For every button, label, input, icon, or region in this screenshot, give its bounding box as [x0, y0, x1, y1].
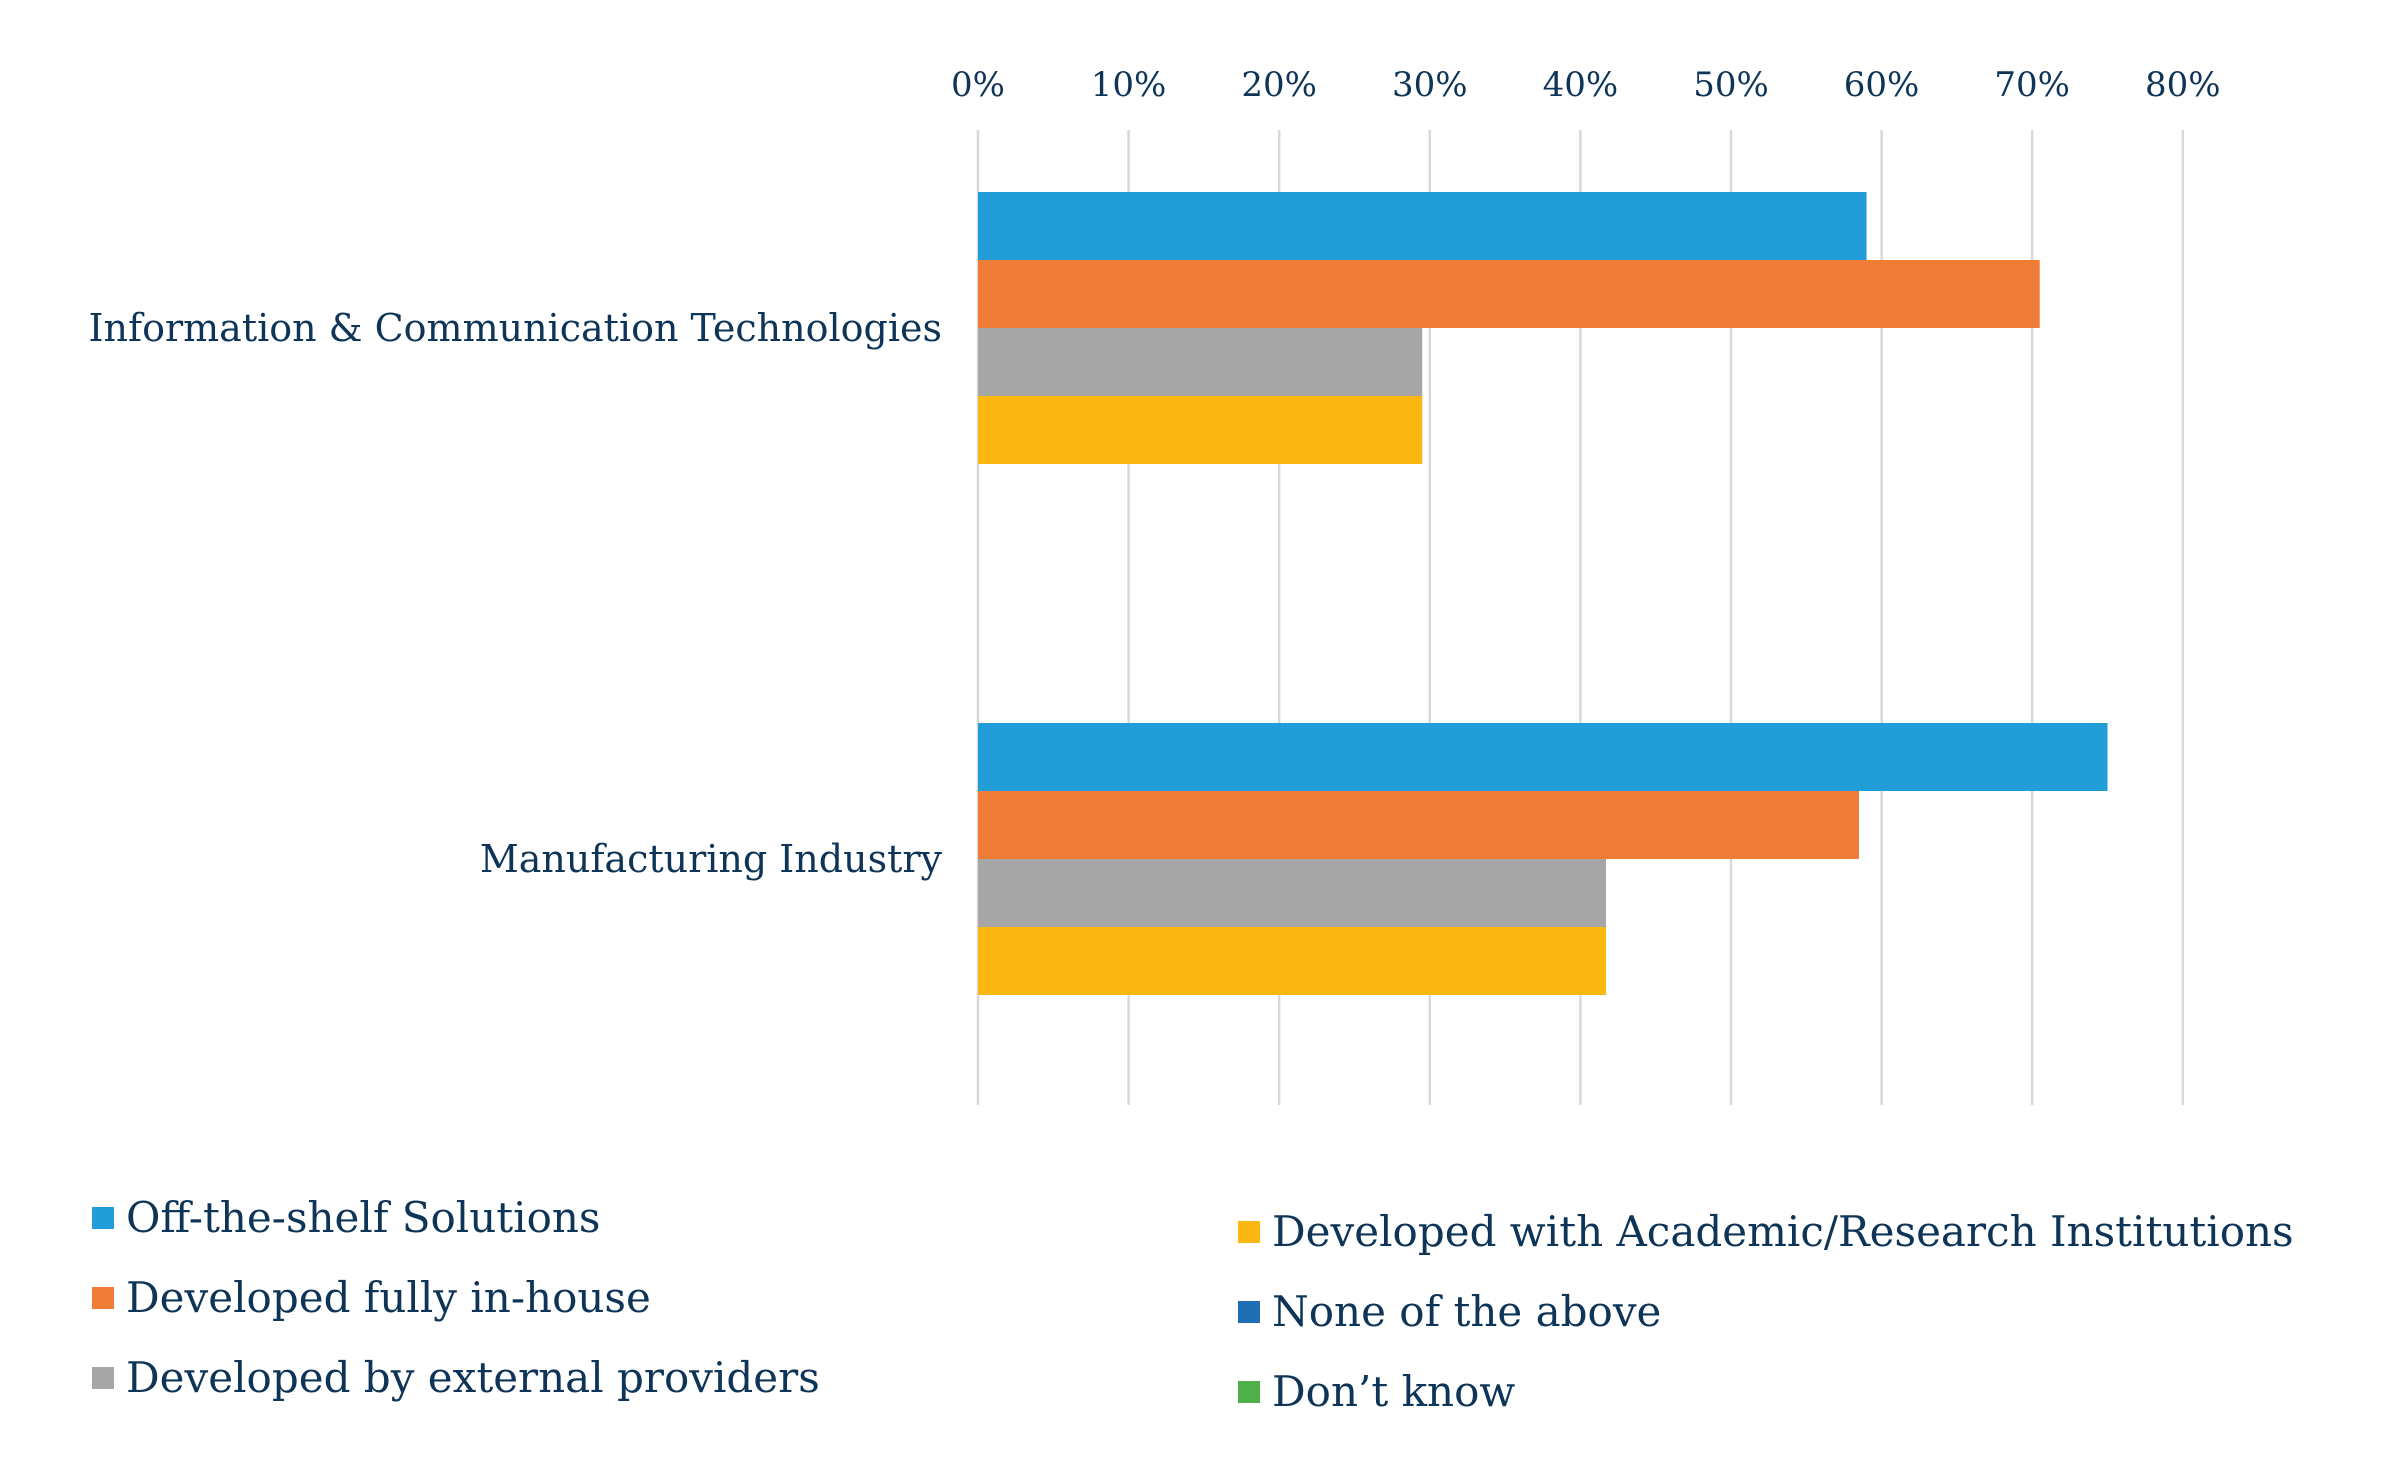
bars: [978, 192, 2108, 995]
legend-item-developed-with-academic-research-institutions: Developed with Academic/Research Institu…: [1238, 1207, 2294, 1256]
x-axis-tick-labels: 0% 10% 20% 30% 40% 50% 60% 70% 80%: [951, 65, 2221, 105]
legend-swatch: [1238, 1301, 1260, 1323]
legend-label: Off-the-shelf Solutions: [126, 1193, 600, 1242]
bar-developed-by-external-providers: [978, 328, 1423, 396]
x-tick-label: 80%: [2145, 65, 2221, 105]
legend-label: Developed by external providers: [126, 1353, 820, 1402]
bar-off-the-shelf-solutions: [978, 723, 2108, 791]
x-tick-label: 20%: [1241, 65, 1317, 105]
x-tick-label: 0%: [951, 65, 1005, 105]
bar-developed-by-external-providers: [978, 859, 1607, 927]
x-tick-label: 60%: [1844, 65, 1920, 105]
bar-developed-fully-in-house: [978, 260, 2040, 328]
legend-swatch: [1238, 1221, 1260, 1243]
bar-developed-with-academic-research-institutions: [978, 396, 1423, 464]
bar-developed-with-academic-research-institutions: [978, 927, 1607, 995]
legend-swatch: [92, 1367, 114, 1389]
x-tick-label: 40%: [1543, 65, 1619, 105]
legend-item-developed-by-external-providers: Developed by external providers: [92, 1353, 820, 1402]
legend-swatch: [1238, 1381, 1260, 1403]
x-tick-label: 50%: [1693, 65, 1769, 105]
legend-item-off-the-shelf-solutions: Off-the-shelf Solutions: [92, 1193, 600, 1242]
legend-label: Developed fully in-house: [126, 1273, 651, 1322]
legend-label: Don’t know: [1272, 1367, 1515, 1416]
legend: Off-the-shelf Solutions Developed fully i…: [92, 1193, 2294, 1416]
legend-item-don-t-know: Don’t know: [1238, 1367, 1515, 1416]
category-labels: Information & Communication Technologies…: [89, 306, 943, 881]
bar-developed-fully-in-house: [978, 791, 1860, 859]
x-tick-label: 70%: [1994, 65, 2070, 105]
legend-item-none-of-the-above: None of the above: [1238, 1287, 1661, 1336]
bar-off-the-shelf-solutions: [978, 192, 1867, 260]
category-label: Information & Communication Technologies: [89, 306, 942, 350]
legend-label: None of the above: [1272, 1287, 1661, 1336]
legend-item-developed-fully-in-house: Developed fully in-house: [92, 1273, 651, 1322]
legend-label: Developed with Academic/Research Institu…: [1272, 1207, 2294, 1256]
category-label: Manufacturing Industry: [480, 837, 943, 881]
legend-swatch: [92, 1207, 114, 1229]
x-tick-label: 30%: [1392, 65, 1468, 105]
legend-swatch: [92, 1287, 114, 1309]
x-tick-label: 10%: [1091, 65, 1167, 105]
